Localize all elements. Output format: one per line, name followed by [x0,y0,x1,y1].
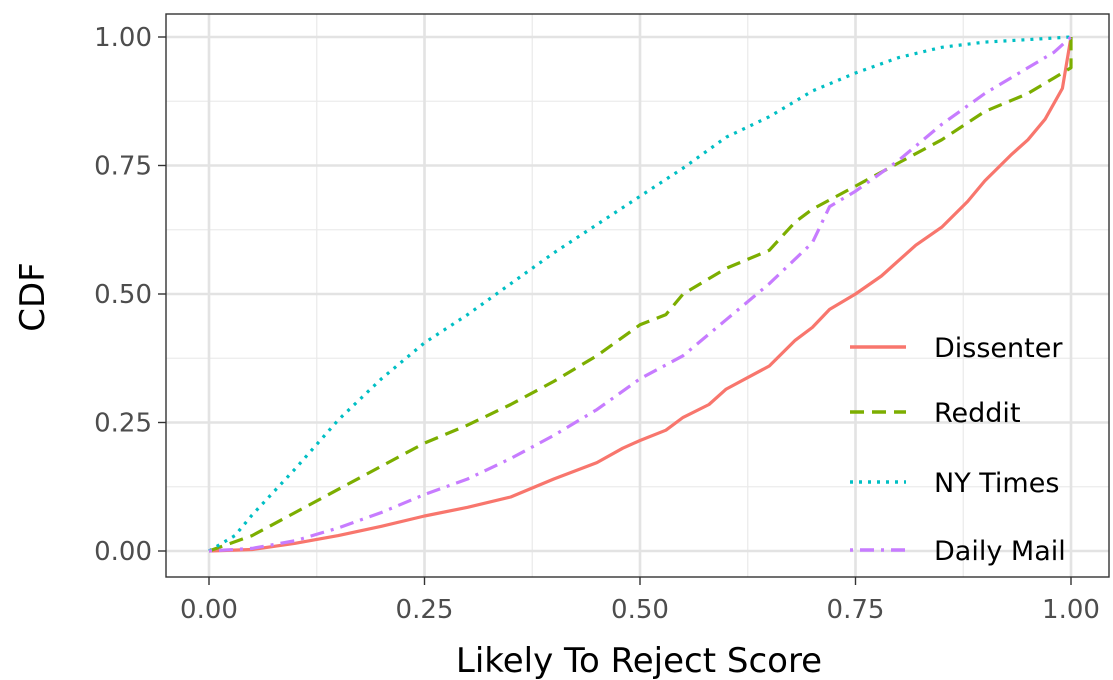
x-tick-label: 0.50 [611,595,669,625]
x-tick-label: 0.75 [827,595,885,625]
series-line-dissenter [208,36,1073,553]
plot-panel-border [165,13,1110,578]
x-tick-label: 1.00 [1042,595,1100,625]
series-lines [208,35,1073,553]
x-tick-label: 0.00 [180,595,238,625]
legend-label: NY Times [934,468,1059,499]
y-tick-label: 0.75 [94,152,152,182]
series-line-daily-mail [208,35,1073,553]
x-tick-label: 0.25 [396,595,454,625]
y-axis-title: CDF [13,262,53,331]
legend-label: Dissenter [934,333,1063,364]
x-axis-title: Likely To Reject Score [456,641,822,680]
grid [166,14,1109,577]
y-tick-label: 0.25 [94,409,152,439]
legend: Dissenter Reddit NY Times Daily Mail [850,333,1066,567]
legend-label: Reddit [934,398,1021,429]
y-tick-label: 0.00 [94,537,152,567]
y-tick-label: 0.50 [94,280,152,310]
legend-label: Daily Mail [934,536,1066,567]
axes: 0.00 0.25 0.50 0.75 1.00 0.00 0.25 0.50 0.75 1.00 [94,23,1100,625]
y-tick-label: 1.00 [94,23,152,53]
